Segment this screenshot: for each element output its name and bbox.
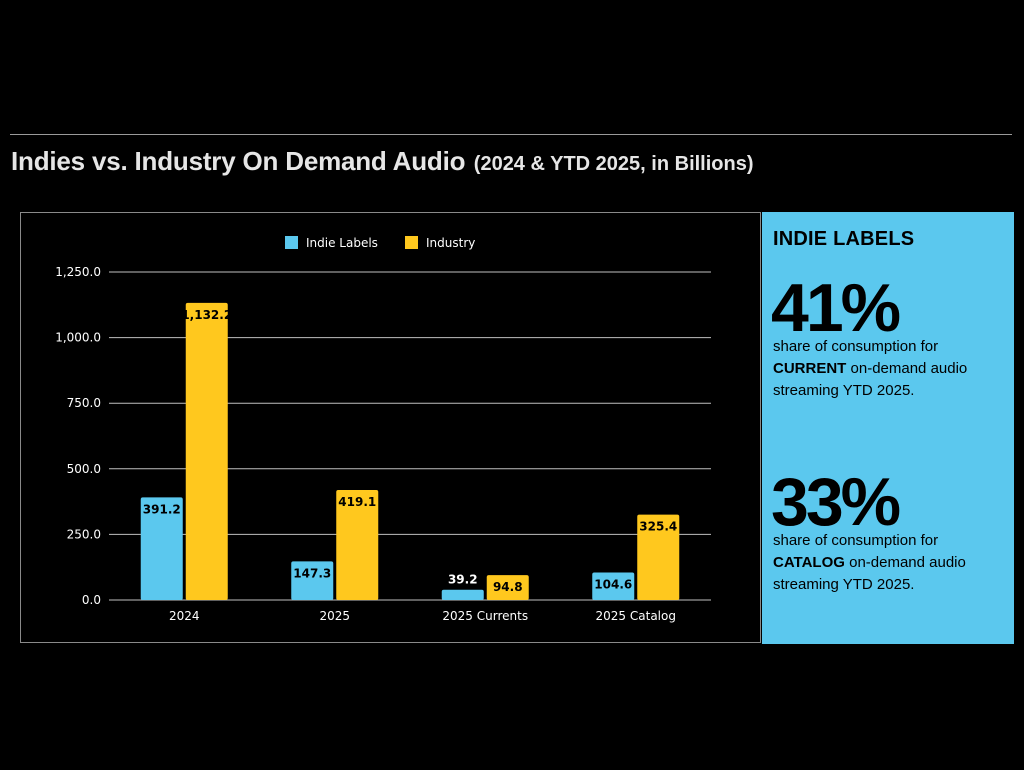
panel-heading: INDIE LABELS	[773, 228, 915, 250]
y-tick-label: 1,250.0	[55, 265, 101, 279]
stat-catalog-line1: share of consumption for	[773, 532, 939, 549]
stat-catalog-line2: CATALOG on-demand audio	[773, 552, 1003, 574]
stat-current-bold: CURRENT	[773, 360, 847, 377]
chart-container: 0.0 250.0 500.0 750.0 1,000.0 1,250.0 391.2 1,1…	[20, 212, 761, 643]
stat-current-line1: share of consumption for	[773, 338, 939, 355]
x-tick-label: 2025	[319, 609, 350, 623]
bar-indie	[592, 572, 635, 600]
indie-labels-panel: INDIE LABELS 41% share of consumption fo…	[762, 212, 1014, 644]
stat-catalog-value: 33%	[771, 464, 901, 540]
stat-current-rest: on-demand audio	[846, 360, 968, 377]
legend-label: Industry	[426, 236, 475, 250]
legend-swatch	[285, 236, 298, 249]
data-label: 39.2	[448, 573, 478, 587]
data-label: 391.2	[143, 502, 181, 516]
legend-swatch	[405, 236, 418, 249]
stat-catalog-rest: on-demand audio	[844, 554, 966, 571]
y-tick-label: 0.0	[82, 593, 101, 607]
bar-chart: 0.0 250.0 500.0 750.0 1,000.0 1,250.0 391.2 1,1…	[55, 236, 711, 623]
stat-catalog-line3: streaming YTD 2025.	[773, 576, 915, 593]
data-label: 147.3	[293, 566, 331, 580]
data-label: 1,132.2	[181, 308, 232, 322]
stat-current-value: 41%	[771, 270, 901, 346]
bar-industry	[336, 490, 379, 600]
stat-current-line2: CURRENT on-demand audio	[773, 358, 1003, 380]
bar-industry	[185, 302, 228, 600]
stat-current-line3: streaming YTD 2025.	[773, 382, 915, 399]
stat-catalog-bold: CATALOG	[773, 554, 845, 571]
title-divider	[10, 134, 1012, 135]
x-tick-label: 2025 Catalog	[596, 609, 676, 623]
y-tick-label: 750.0	[67, 396, 101, 410]
bar-indie	[441, 589, 484, 600]
legend-label: Indie Labels	[306, 236, 378, 250]
data-label: 104.6	[594, 578, 632, 592]
data-label: 325.4	[639, 520, 677, 534]
stat-catalog-description: share of consumption for CATALOG on-dema…	[773, 530, 1003, 596]
y-tick-label: 250.0	[67, 527, 101, 541]
x-tick-label: 2025 Currents	[442, 609, 528, 623]
title-sub: (2024 & YTD 2025, in Billions)	[473, 153, 754, 175]
page-title: Indies vs. Industry On Demand Audio (202…	[11, 146, 754, 177]
data-label: 94.8	[493, 580, 523, 594]
data-label: 419.1	[338, 495, 376, 509]
x-tick-label: 2024	[169, 609, 200, 623]
bar-industry	[486, 575, 529, 600]
bar-indie	[291, 561, 334, 600]
title-main: Indies vs. Industry On Demand Audio	[11, 146, 466, 176]
stat-current-description: share of consumption for CURRENT on-dema…	[773, 336, 1003, 402]
y-tick-label: 500.0	[67, 462, 101, 476]
bar-indie	[140, 497, 183, 600]
y-tick-label: 1,000.0	[55, 331, 101, 345]
bar-industry	[637, 514, 680, 600]
